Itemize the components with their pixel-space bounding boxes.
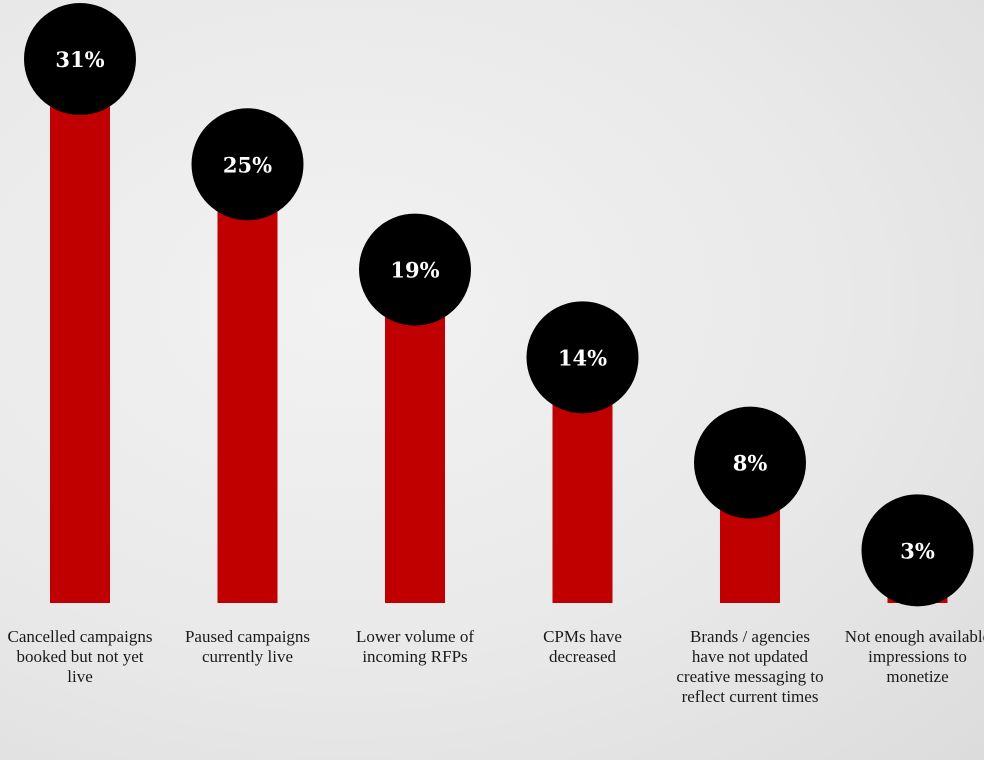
bar-2 [217, 164, 278, 603]
category-label-3: Lower volume of incoming RFPs [355, 627, 475, 666]
value-bubble-6 [861, 494, 974, 607]
value-bubble-2 [191, 108, 304, 221]
data-label-4: 14% [558, 345, 607, 370]
category-label-5: Brands / agencies have not updated creat… [676, 627, 824, 706]
data-label-6: 3% [900, 538, 935, 563]
value-bubble-1 [24, 3, 136, 115]
data-label-1: 31% [55, 47, 104, 72]
category-label-2: Paused campaigns currently live [184, 627, 311, 666]
value-bubble-4 [526, 301, 639, 414]
data-label-2: 25% [223, 152, 272, 177]
category-label-4: CPMs have decreased [543, 627, 622, 666]
value-bubble-5 [694, 406, 806, 519]
category-label-1: Cancelled campaigns booked but not yet l… [7, 627, 153, 686]
category-label-6: Not enough available impressions to mone… [844, 627, 984, 686]
data-label-3: 19% [390, 258, 439, 283]
value-bubble-3 [359, 213, 471, 326]
data-label-5: 8% [733, 451, 768, 476]
bar-1 [50, 59, 110, 603]
